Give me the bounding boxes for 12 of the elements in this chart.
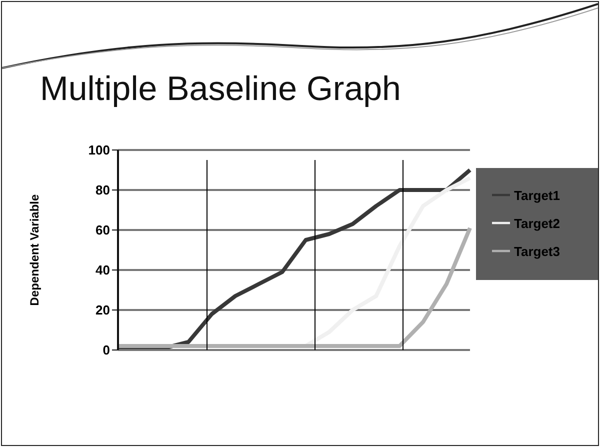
legend-label: Target1 xyxy=(514,188,560,202)
y-tick-label: 40 xyxy=(96,262,110,278)
y-tick-label: 80 xyxy=(96,182,110,198)
legend-label: Target2 xyxy=(514,216,560,230)
y-axis-title: Dependent Variable xyxy=(27,194,42,306)
chart-title: Multiple Baseline Graph xyxy=(40,70,401,109)
y-tick-label: 0 xyxy=(102,342,110,358)
line-series xyxy=(116,226,472,348)
y-tick-label: 100 xyxy=(88,142,110,158)
legend-label: Target3 xyxy=(514,244,560,258)
y-tick-label: 20 xyxy=(96,302,110,318)
y-tick-label: 60 xyxy=(96,222,110,238)
